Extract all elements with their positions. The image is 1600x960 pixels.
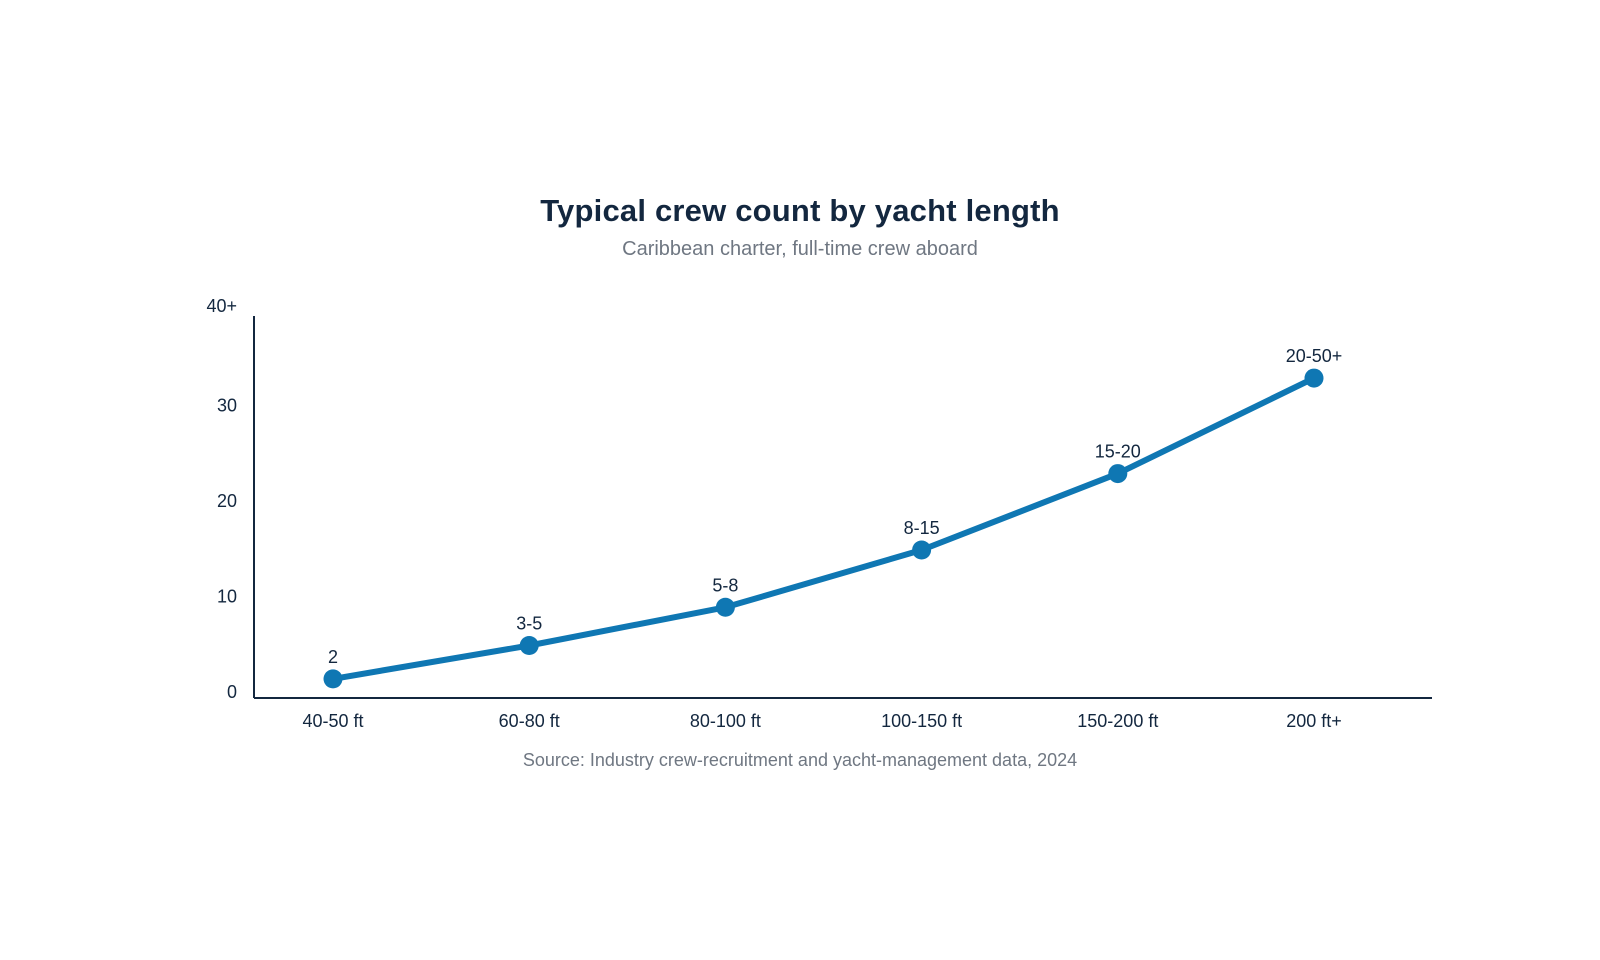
- y-tick-label: 20: [217, 491, 237, 511]
- x-tick-label: 80-100 ft: [690, 711, 761, 731]
- data-point: [519, 635, 539, 655]
- data-point: [323, 669, 343, 689]
- data-point: [912, 540, 932, 560]
- y-tick-label: 10: [217, 587, 237, 607]
- y-axis: 0 10 20 30 40+: [206, 296, 255, 702]
- x-tick-label: 100-150 ft: [881, 711, 962, 731]
- chart-source-note: Source: Industry crew-recruitment and ya…: [522, 750, 1078, 770]
- series-crew-count: 2 3-5 5-8 8-15 15-20 20-50+: [323, 346, 1343, 689]
- data-point: [715, 597, 735, 617]
- data-label: 15-20: [1095, 442, 1141, 462]
- y-tick-label: 30: [217, 396, 237, 416]
- x-tick-label: 40-50 ft: [302, 711, 363, 731]
- data-label: 2: [328, 647, 338, 667]
- y-tick-label: 0: [227, 682, 237, 702]
- series-line: [330, 375, 1317, 682]
- chart-subtitle: Caribbean charter, full-time crew aboard: [622, 238, 978, 260]
- data-label: 5-8: [712, 575, 738, 595]
- data-point: [1108, 464, 1128, 484]
- data-label: 20-50+: [1286, 346, 1343, 366]
- data-label: 3-5: [516, 613, 542, 633]
- data-label: 8-15: [904, 518, 940, 538]
- chart-title: Typical crew count by yacht length: [540, 193, 1060, 228]
- x-tick-label: 150-200 ft: [1077, 711, 1158, 731]
- x-tick-label: 60-80 ft: [499, 711, 560, 731]
- x-axis: 40-50 ft 60-80 ft 80-100 ft 100-150 ft 150-2…: [254, 697, 1432, 731]
- x-tick-label: 200 ft+: [1286, 711, 1342, 731]
- data-point: [1304, 368, 1324, 388]
- y-tick-label: 40+: [206, 296, 237, 316]
